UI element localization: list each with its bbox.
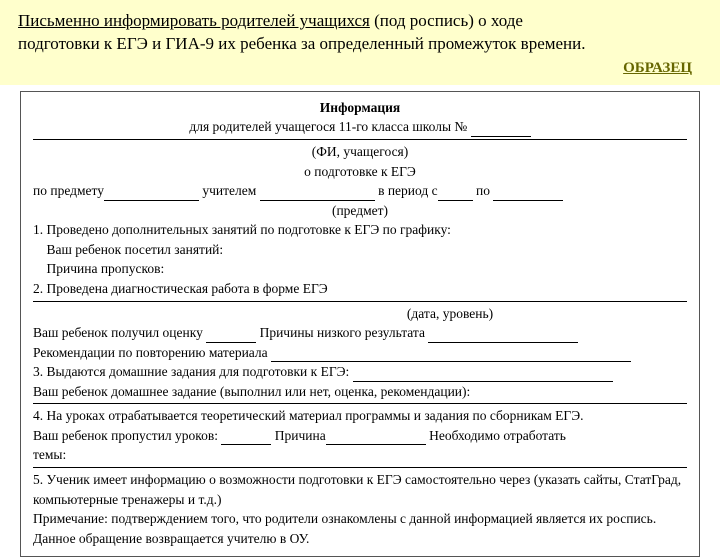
p1a: Ваш ребенок посетил занятий: [33,240,687,260]
header-line2: подготовки к ЕГЭ и ГИА-9 их ребенка за о… [18,34,586,53]
header-text: Письменно информировать родителей учащих… [18,10,702,56]
p4: 4. На уроках отрабатывается теоретически… [33,406,687,426]
p4a-t1: Ваш ребенок пропустил уроков: [33,428,221,443]
rule-3 [33,403,687,404]
p2: 2. Проведена диагностическая работа в фо… [33,279,687,299]
subj-t3: в период с [375,183,438,198]
p2-caption: (дата, уровень) [33,304,687,324]
p3: 3. Выдаются домашние задания для подгото… [33,362,687,382]
p4a-t3: Необходимо отработать [429,428,566,443]
p2a: Ваш ребенок получил оценку Причины низко… [33,323,687,343]
note: Примечание: подтверждением того, что род… [33,509,687,548]
form-title2: для родителей учащегося 11-го класса шко… [33,117,687,137]
p2a-t2: Причины низкого результата [256,325,428,340]
p5: 5. Ученик имеет информацию о возможности… [33,470,687,509]
header-band: Письменно информировать родителей учащих… [0,0,720,85]
rule-1 [33,139,687,140]
p1b: Причина пропусков: [33,259,687,279]
blank-from [438,200,473,201]
blank-subject [104,200,199,201]
form-title1: Информация [33,98,687,118]
fio-caption: (ФИ, учащегося) [33,142,687,162]
form-title2-prefix: для родителей учащегося 11-го класса шко… [189,119,470,134]
header-underlined: Письменно информировать родителей учащих… [18,11,370,30]
blank-school-no [471,136,531,137]
blank-missreason [326,444,426,445]
p3a: Ваш ребенок домашнее задание (выполнил и… [33,382,687,402]
p2a-t1: Ваш ребенок получил оценку [33,325,206,340]
rule-4 [33,467,687,468]
blank-to [493,200,563,201]
p3-t: 3. Выдаются домашние задания для подгото… [33,364,353,379]
p1: 1. Проведено дополнительных занятий по п… [33,220,687,240]
prep-line: о подготовке к ЕГЭ [33,162,687,182]
sample-label: ОБРАЗЕЦ [18,60,702,77]
header-rest1: (под роспись) о ходе [370,11,523,30]
subject-caption: (предмет) [33,201,687,221]
p4a: Ваш ребенок пропустил уроков: Причина Не… [33,426,687,446]
p4a-t2: Причина [275,428,326,443]
p2b: Рекомендации по повторению материала [33,343,687,363]
p4b: темы: [33,445,687,465]
subj-t2: учителем [199,183,260,198]
p2b-t: Рекомендации по повторению материала [33,345,271,360]
subj-t1: по предмету [33,183,104,198]
subj-t4: по [473,183,494,198]
subject-row: по предмету учителем в период с по [33,181,687,201]
rule-2 [33,301,687,302]
form-box: Информация для родителей учащегося 11-го… [20,91,700,557]
blank-missed [221,444,271,445]
